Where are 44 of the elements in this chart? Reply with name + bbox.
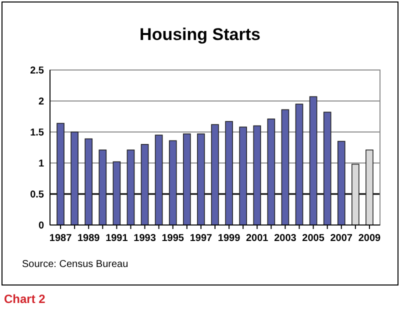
y-tick-label: 1 (38, 158, 44, 170)
bar (56, 122, 64, 226)
x-tick-label: 2001 (246, 233, 269, 244)
x-tick-label: 1993 (134, 233, 156, 244)
chart-title: Housing Starts (140, 25, 260, 44)
x-tick-label: 2003 (274, 233, 297, 244)
y-tick-label: 0.5 (30, 190, 44, 200)
y-tick-label: 2 (38, 96, 44, 108)
bar (84, 138, 93, 226)
x-tick-label: 1987 (49, 233, 72, 244)
bar (197, 133, 205, 226)
x-tick-label: 2009 (358, 233, 382, 244)
bar (281, 109, 290, 226)
bar (154, 134, 163, 226)
x-tick-label: 1997 (190, 233, 213, 244)
y-tick-label: 1.5 (30, 128, 44, 138)
source-note: Source: Census Bureau (22, 259, 128, 270)
caption: Chart 2 (4, 292, 46, 306)
x-tick-label: 1989 (77, 233, 100, 244)
x-tick-label: 2005 (302, 233, 325, 244)
bar (70, 132, 78, 226)
bar (267, 118, 276, 226)
bar (98, 150, 107, 226)
bar (337, 140, 346, 226)
x-tick-label: 1991 (106, 233, 128, 244)
bar (211, 124, 219, 226)
bar (253, 125, 262, 226)
bar (140, 144, 149, 226)
x-tick-label: 2007 (330, 233, 353, 244)
bar (225, 121, 233, 226)
bar (295, 104, 304, 226)
x-tick-label: 1999 (218, 233, 241, 244)
y-tick-label: 0 (38, 220, 44, 232)
bar (126, 150, 135, 226)
bar (112, 161, 121, 226)
bar (323, 112, 332, 226)
bar (168, 140, 177, 226)
bar (309, 96, 318, 226)
y-tick-label: 2.5 (30, 66, 44, 76)
bar (366, 150, 374, 226)
bar (239, 126, 247, 226)
bar (352, 164, 360, 226)
x-tick-label: 1995 (162, 233, 184, 244)
bar (183, 133, 191, 226)
